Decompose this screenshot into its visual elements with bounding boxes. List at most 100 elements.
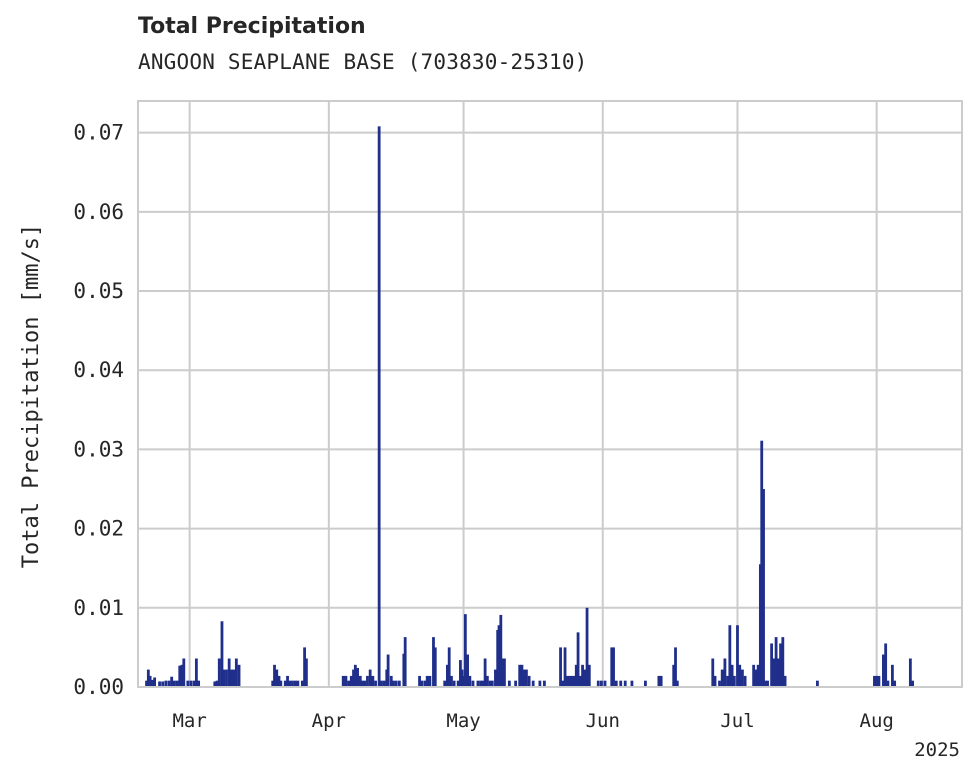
precip-bar xyxy=(232,669,236,687)
precip-bar xyxy=(603,680,607,687)
precip-bar xyxy=(614,680,618,687)
precip-bar xyxy=(711,658,715,687)
precip-bar xyxy=(884,643,888,687)
precip-bar xyxy=(215,680,219,687)
precip-bar xyxy=(568,675,571,687)
precip-bar xyxy=(428,675,432,687)
precip-bar xyxy=(153,677,157,687)
y-tick-label: 0.00 xyxy=(73,675,124,699)
precip-bar xyxy=(237,664,241,687)
precip-bar xyxy=(445,664,449,687)
precip-bar xyxy=(873,675,876,687)
precip-bar xyxy=(286,675,289,687)
precip-bar xyxy=(271,680,275,687)
precip-bar xyxy=(531,680,535,687)
precip-bar xyxy=(443,680,447,687)
precip-bar xyxy=(273,664,276,687)
precip-bar xyxy=(783,675,787,687)
precip-bar xyxy=(587,664,591,687)
precip-bar xyxy=(882,654,885,687)
precip-bar xyxy=(774,637,778,687)
precip-bar xyxy=(150,679,154,687)
x-tick-label: Jul xyxy=(720,710,754,732)
chart-subtitle: ANGOON SEAPLANE BASE (703830-25310) xyxy=(138,50,588,74)
y-gridlines xyxy=(138,131,962,609)
precip-bar xyxy=(447,647,451,687)
precip-bar xyxy=(772,658,776,687)
precip-bar xyxy=(347,680,351,687)
precip-bar xyxy=(763,680,767,687)
precip-bar xyxy=(463,614,467,687)
precip-bar xyxy=(518,664,522,687)
precip-bar xyxy=(538,680,542,687)
precip-bar xyxy=(300,680,304,687)
precip-bar xyxy=(341,675,345,687)
precip-bar xyxy=(363,680,367,687)
y-tick-label: 0.05 xyxy=(73,279,124,303)
precip-bar xyxy=(366,675,369,687)
precip-bar xyxy=(377,126,381,688)
precip-bar xyxy=(657,675,661,687)
precip-bar xyxy=(172,680,176,687)
precip-bar xyxy=(483,658,487,687)
precip-bar xyxy=(283,680,287,687)
precip-bar xyxy=(433,647,437,687)
precip-bar xyxy=(374,680,377,687)
precip-bar xyxy=(738,664,742,687)
precip-bar xyxy=(572,675,576,687)
precip-bar xyxy=(890,664,894,687)
precip-bar xyxy=(180,664,184,687)
precip-bar xyxy=(736,625,739,687)
precip-bar xyxy=(583,669,587,687)
precip-bar xyxy=(145,680,148,687)
precip-bar xyxy=(754,669,758,687)
precip-bar xyxy=(578,675,582,687)
precip-bar xyxy=(186,680,190,687)
precip-bar xyxy=(501,658,505,687)
precip-bar xyxy=(762,489,765,687)
x-tick-label: Jun xyxy=(586,710,620,732)
precip-bar xyxy=(277,675,281,687)
precip-bar xyxy=(672,664,676,687)
precip-bar xyxy=(361,680,364,687)
precip-bar xyxy=(732,675,736,687)
y-tick-label: 0.01 xyxy=(73,596,124,620)
precip-bar xyxy=(386,654,390,687)
precip-bar xyxy=(217,658,221,687)
precip-bar xyxy=(349,675,353,687)
precip-bar xyxy=(468,675,472,687)
precip-bar xyxy=(234,658,238,687)
precip-bar xyxy=(630,680,634,687)
precip-bar xyxy=(423,680,427,687)
precip-bar xyxy=(720,669,724,687)
x-tick-label: May xyxy=(446,710,480,732)
y-tick-label: 0.07 xyxy=(73,121,124,145)
y-axis-label: Total Precipitation [mm/s] xyxy=(19,224,44,568)
y-tick-labels: 0.00 0.01 0.02 0.03 0.04 0.05 0.06 0.07 xyxy=(73,121,124,699)
precip-bar xyxy=(293,680,297,687)
precip-bar xyxy=(490,680,494,687)
precip-bar xyxy=(476,680,480,687)
precip-bar xyxy=(911,680,915,687)
precip-bar xyxy=(816,680,819,687)
precip-bar xyxy=(485,675,489,687)
precip-bar xyxy=(756,664,760,687)
precip-bar xyxy=(718,680,721,687)
precip-bar xyxy=(675,680,679,687)
precip-bar xyxy=(674,647,677,687)
precip-bar xyxy=(585,607,589,687)
precip-bar xyxy=(563,647,567,687)
y-tick-label: 0.06 xyxy=(73,200,124,224)
precip-bar xyxy=(344,675,348,687)
precip-bar xyxy=(227,658,231,687)
precip-bar xyxy=(893,680,897,687)
precip-bar xyxy=(397,680,401,687)
precip-bar xyxy=(288,680,292,687)
precip-bar xyxy=(527,675,531,687)
precip-bar xyxy=(743,675,747,687)
precip-bar xyxy=(175,680,179,687)
precip-bar xyxy=(356,667,359,687)
plot-area xyxy=(137,100,963,688)
precip-bar xyxy=(466,654,469,687)
